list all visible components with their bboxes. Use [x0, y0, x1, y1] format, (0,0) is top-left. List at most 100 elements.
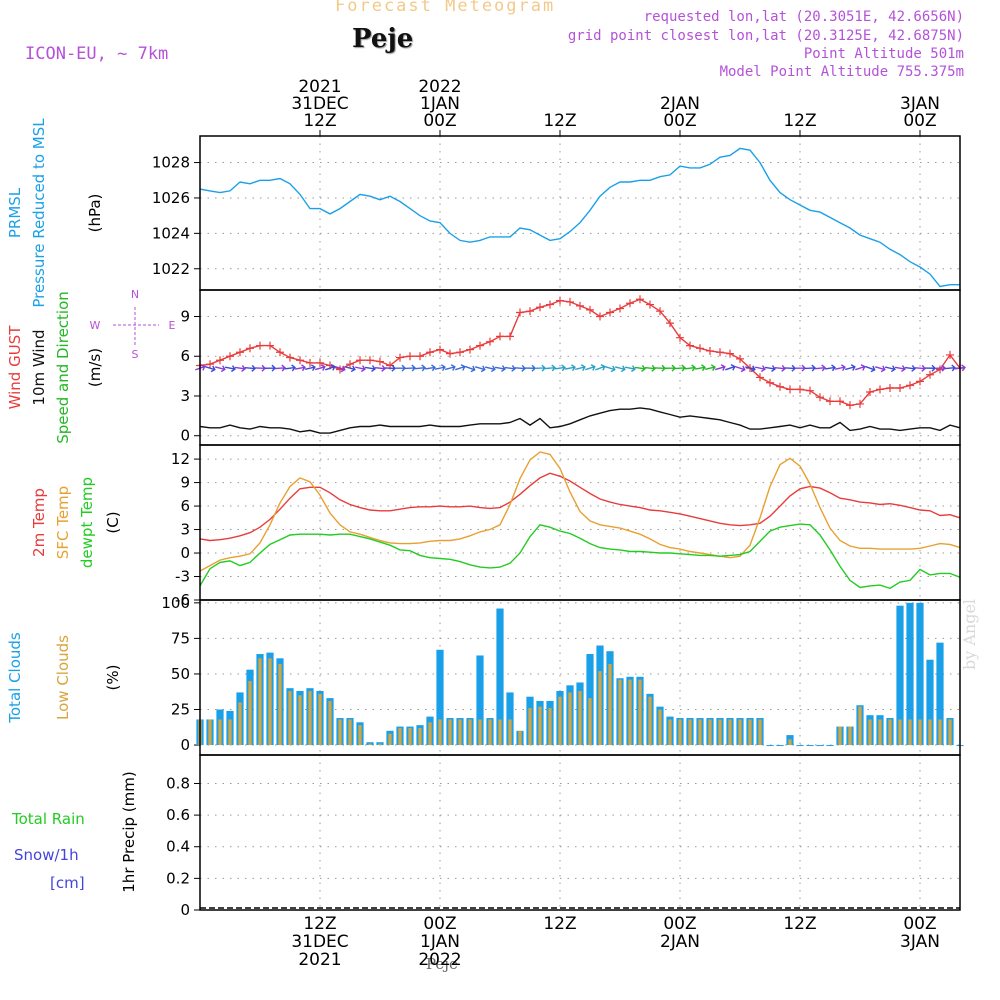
gust-marker — [536, 303, 544, 312]
y-tick-label: 25 — [171, 700, 190, 718]
arrow-shape — [434, 364, 446, 372]
gust-marker — [416, 352, 424, 361]
wind-direction-arrow — [475, 365, 486, 373]
arrow-shape — [205, 365, 216, 373]
gust-marker — [266, 341, 274, 350]
wind-direction-arrow — [254, 364, 266, 372]
low-cloud-bar — [868, 719, 872, 746]
y-tick-label: 1026 — [152, 189, 190, 207]
low-cloud-bar — [298, 695, 302, 746]
arrow-shape — [514, 364, 526, 372]
low-cloud-bar — [578, 691, 582, 746]
arrow-shape — [944, 364, 956, 372]
gust-marker — [596, 312, 604, 321]
arrow-shape — [904, 364, 916, 372]
compass-south: S — [132, 348, 139, 361]
wind-direction-arrow — [294, 364, 306, 372]
wind-direction-arrow — [395, 364, 406, 372]
low-cloud-bar — [248, 681, 252, 746]
total-cloud-bar — [796, 745, 804, 747]
low-cloud-bar — [238, 702, 242, 746]
gust-marker — [836, 397, 844, 406]
low-cloud-bar — [388, 733, 392, 746]
arrow-shape — [544, 364, 556, 372]
arrow-shape — [214, 365, 226, 373]
gust-marker — [636, 295, 644, 304]
gust-marker — [226, 352, 234, 361]
wind-direction-arrow — [424, 364, 436, 372]
gust-marker — [926, 370, 934, 379]
y-tick-label: 0 — [180, 544, 190, 562]
gust-marker — [796, 385, 804, 394]
bottom-time-label: 2022 — [418, 950, 461, 970]
wind-direction-arrow — [855, 364, 866, 371]
arrow-shape — [274, 364, 286, 372]
arrow-shape — [234, 365, 246, 372]
gust-marker — [876, 385, 884, 394]
arrow-shape — [374, 364, 386, 372]
gust-marker — [206, 360, 214, 369]
axis-label: dewpt Temp — [78, 477, 96, 568]
bottom-time-label: 12Z — [543, 914, 576, 934]
y-tick-label: 3 — [180, 521, 190, 539]
gust-marker — [786, 385, 794, 394]
gust-marker — [456, 348, 464, 357]
gust-marker — [346, 360, 354, 369]
arrow-shape — [715, 364, 726, 371]
gust-marker — [816, 393, 824, 402]
y-tick-label: 0 — [180, 901, 190, 919]
top-time-label: 31DEC — [291, 94, 348, 114]
low-cloud-bar — [518, 730, 522, 746]
wind-direction-arrow — [224, 365, 236, 373]
wind-direction-arrow — [624, 365, 636, 373]
gust-marker — [896, 384, 904, 393]
low-cloud-bar — [638, 679, 642, 746]
wind-direction-arrow — [234, 365, 246, 372]
low-cloud-bar — [258, 658, 262, 746]
low-cloud-bar — [348, 719, 352, 746]
wind-direction-arrow — [264, 364, 276, 372]
wind-direction-arrow — [564, 364, 576, 372]
wind-direction-arrow — [585, 364, 596, 371]
arrow-shape — [494, 365, 506, 373]
arrow-shape — [814, 364, 826, 372]
low-cloud-bar — [708, 719, 712, 746]
gust-marker — [366, 356, 374, 365]
total-cloud-bar — [766, 745, 774, 747]
axis-label: Low Clouds — [54, 635, 72, 720]
wind-direction-arrow — [574, 364, 586, 371]
gust-marker — [286, 353, 294, 362]
arrow-shape — [585, 364, 596, 371]
arrow-shape — [344, 365, 356, 373]
low-cloud-bar — [658, 709, 662, 746]
wind-direction-arrow — [534, 364, 546, 372]
gust-marker — [406, 352, 414, 361]
wind-direction-arrow — [725, 364, 736, 371]
total-cloud-bar — [776, 745, 784, 747]
compass-rose — [113, 307, 159, 345]
low-cloud-bar — [688, 719, 692, 746]
arrow-shape — [595, 364, 606, 371]
wind-direction-arrow — [924, 364, 936, 372]
gust-marker — [826, 397, 834, 406]
axis-label: Pressure Reduced to MSL — [30, 118, 48, 308]
gust-marker — [686, 341, 694, 350]
wind-direction-arrow — [284, 364, 296, 372]
arrow-shape — [264, 364, 276, 372]
gust-marker — [496, 332, 504, 341]
low-cloud-bar — [898, 719, 902, 746]
gust-marker — [256, 341, 264, 350]
wind-direction-arrow — [465, 365, 476, 373]
arrow-shape — [894, 365, 906, 373]
arrow-shape — [784, 364, 796, 372]
wind-direction-arrow — [774, 364, 786, 372]
gust-marker — [776, 382, 784, 391]
low-cloud-bar — [288, 691, 292, 746]
low-cloud-bar — [418, 727, 422, 746]
gust-marker — [756, 373, 764, 382]
sfc-temp-line — [199, 451, 961, 572]
gust-marker — [866, 388, 874, 397]
wind-direction-arrow — [325, 364, 336, 371]
gust-marker — [276, 348, 284, 357]
arrow-shape — [354, 365, 366, 373]
